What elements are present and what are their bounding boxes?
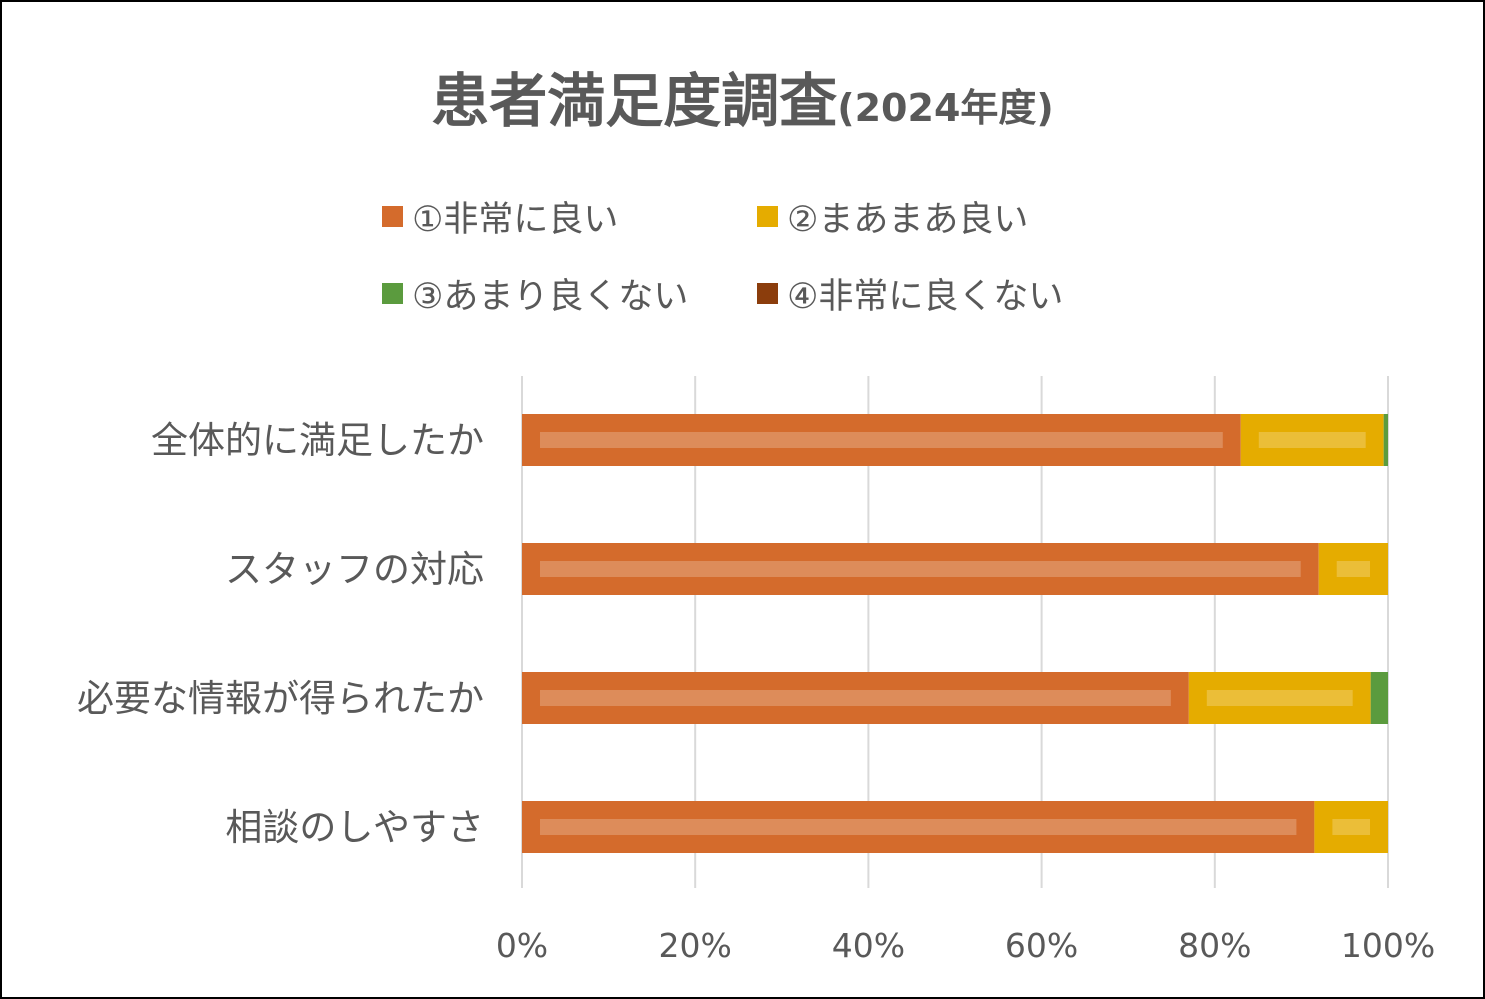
legend-swatch-series-2 xyxy=(757,205,778,227)
legend-swatch-series-3 xyxy=(382,282,403,304)
bar-segment-series-3 xyxy=(1370,672,1388,724)
legend-label-series-4: ④非常に良くない xyxy=(787,276,1064,317)
legend-item-series-3: ③あまり良くない xyxy=(382,273,688,317)
bar-highlight-series-1 xyxy=(540,690,1171,706)
x-tick-label: 0% xyxy=(496,926,548,965)
legend-label-series-3: ③あまり良くない xyxy=(412,276,689,317)
legend-item-series-4: ④非常に良くない xyxy=(757,273,1063,317)
x-tick-label: 60% xyxy=(1005,926,1078,965)
category-label: 全体的に満足したか xyxy=(151,419,484,462)
bar-highlight-series-1 xyxy=(540,432,1223,448)
category-label: 必要な情報が得られたか xyxy=(77,677,484,720)
bar-segment-series-3 xyxy=(1383,414,1388,466)
bar-highlight-series-2 xyxy=(1258,432,1366,448)
legend-swatch-series-4 xyxy=(757,282,778,304)
legend-item-series-1: ①非常に良い xyxy=(382,196,618,240)
bar-highlight-series-1 xyxy=(540,819,1297,835)
x-tick-label: 40% xyxy=(832,926,905,965)
category-label: 相談のしやすさ xyxy=(225,806,484,849)
bar-highlight-series-2 xyxy=(1336,561,1370,577)
x-tick-label: 20% xyxy=(659,926,732,965)
legend-label-series-2: ②まあまあ良い xyxy=(787,199,1029,240)
bar-highlight-series-1 xyxy=(540,561,1301,577)
chart-title-main: 患者満足度調査 xyxy=(431,67,838,135)
category-label: スタッフの対応 xyxy=(225,548,484,591)
bar-highlight-series-2 xyxy=(1206,690,1353,706)
chart-title-suffix: (2024年度) xyxy=(837,86,1054,130)
x-tick-label: 80% xyxy=(1178,926,1251,965)
chart-title: 患者満足度調査(2024年度) xyxy=(2,54,1483,138)
bar-highlight-series-2 xyxy=(1332,819,1370,835)
x-tick-label: 100% xyxy=(1341,926,1435,965)
legend-item-series-2: ②まあまあ良い xyxy=(757,196,1028,240)
legend-swatch-series-1 xyxy=(382,205,403,227)
legend-label-series-1: ①非常に良い xyxy=(412,199,619,240)
